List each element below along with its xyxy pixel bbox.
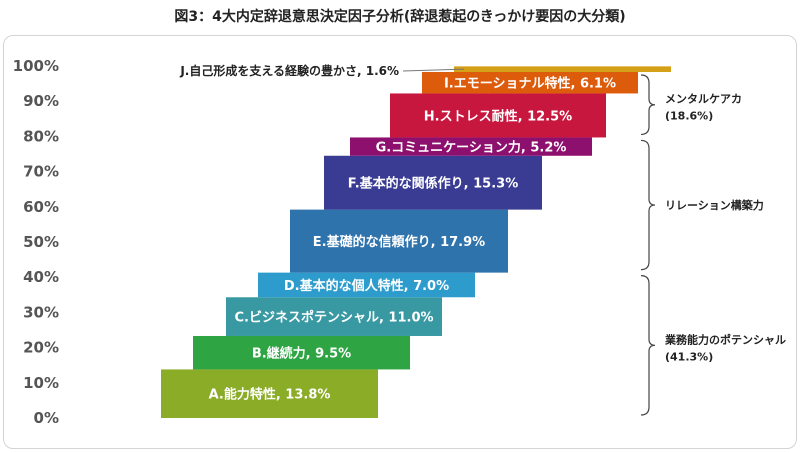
bar-label: B.継続力, 9.5% — [252, 346, 351, 362]
chart-title: 図3：4大内定辞退意思決定因子分析(辞退惹起のきっかけ要因の大分類) — [174, 9, 626, 25]
bar-label: F.基本的な関係作り, 15.3% — [348, 176, 518, 192]
bar — [226, 297, 442, 336]
y-tick-label: 90% — [23, 92, 59, 110]
y-tick-label: 40% — [23, 268, 59, 286]
bar — [161, 369, 378, 418]
bar-label: J.自己形成を支える経験の豊かさ, 1.6% — [179, 63, 399, 78]
group-brace — [640, 139, 656, 271]
group-brace — [640, 74, 656, 136]
y-tick-label: 0% — [34, 409, 59, 427]
y-tick-label: 30% — [23, 303, 59, 321]
group-label: 業務能力のポテンシャル — [664, 332, 786, 346]
y-tick-label: 10% — [23, 374, 59, 392]
group-brace — [640, 275, 656, 416]
y-tick-label: 100% — [13, 57, 59, 75]
leader-line — [402, 68, 465, 72]
group-percent: (18.6%) — [665, 110, 713, 123]
group-label: リレーション構築力 — [665, 198, 764, 212]
bar — [193, 335, 410, 370]
group-label: メンタルケアカ — [665, 93, 742, 106]
bar — [258, 272, 475, 298]
y-tick-label: 50% — [23, 233, 59, 251]
bar-label: D.基本的な個人特性, 7.0% — [284, 278, 449, 294]
bar — [290, 209, 508, 273]
bar-label: I.エモーショナル特性, 6.1% — [444, 76, 616, 92]
y-tick-label: 80% — [23, 127, 59, 145]
bar — [454, 66, 671, 72]
group-percent: (41.3%) — [665, 350, 713, 363]
chart-svg: 0% 10% 20% 30% 40% 50% 60% 70% 80% 90% 100% A.能力特性,… — [13, 57, 786, 427]
y-tick-label: 60% — [23, 198, 59, 216]
y-tick-label: 70% — [23, 163, 59, 181]
bar-label: A.能力特性, 13.8% — [209, 387, 331, 403]
chart-panel: 0% 10% 20% 30% 40% 50% 60% 70% 80% 90% 100% A.能力特性,… — [3, 35, 797, 449]
bar-label: G.コミュニケーション力, 5.2% — [376, 140, 567, 156]
bar — [324, 155, 542, 210]
bar — [422, 71, 638, 94]
bar-label: C.ビジネスポテンシャル, 11.0% — [234, 310, 433, 326]
bar-label: E.基礎的な信頼作り, 17.9% — [313, 234, 485, 250]
bar-label: H.ストレス耐性, 12.5% — [424, 108, 572, 124]
y-tick-label: 20% — [23, 339, 59, 357]
bar — [390, 93, 606, 138]
bar — [350, 137, 592, 156]
